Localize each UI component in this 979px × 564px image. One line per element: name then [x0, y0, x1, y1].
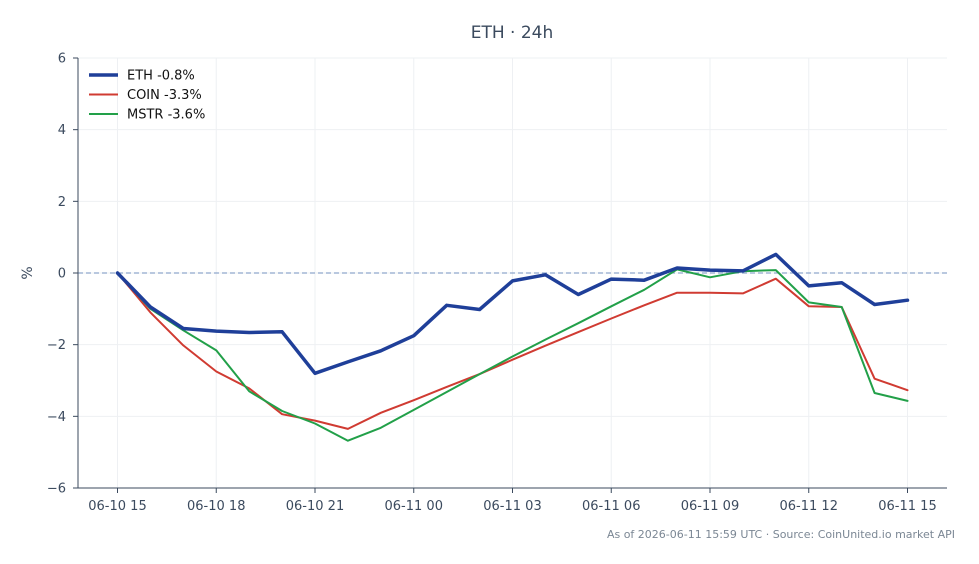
- x-tick-label: 06-11 06: [582, 499, 640, 514]
- y-tick-label: −4: [47, 410, 66, 425]
- legend: ETH -0.8% COIN -3.3% MSTR -3.6%: [89, 69, 205, 123]
- x-tick-label: 06-10 15: [88, 499, 146, 514]
- y-tick-label: 6: [58, 52, 66, 67]
- y-tick-label: 0: [58, 267, 66, 282]
- legend-label-mstr: MSTR -3.6%: [127, 108, 205, 123]
- x-tick-label: 06-11 09: [681, 499, 739, 514]
- axes: 6 4 2 0 −2 −4 −6 06-10 15 06-10 18 06-10 21 06-11 …: [47, 52, 947, 514]
- footer-source: As of 2026-06-11 15:59 UTC · Source: Coi…: [607, 528, 955, 541]
- x-tick-label: 06-11 00: [385, 499, 443, 514]
- x-tick-label: 06-11 12: [780, 499, 838, 514]
- series-line-mstr: [116, 268, 909, 442]
- y-axis-label: %: [20, 266, 36, 279]
- x-tick-label: 06-11 03: [483, 499, 541, 514]
- x-tick-label: 06-11 15: [878, 499, 936, 514]
- series-line-coin: [116, 272, 909, 430]
- y-tick-label: −6: [47, 482, 66, 497]
- x-tick-label: 06-10 18: [187, 499, 245, 514]
- chart-title: ETH · 24h: [471, 23, 554, 43]
- y-tick-label: 2: [58, 195, 66, 210]
- y-tick-label: 4: [58, 123, 66, 138]
- series-layer: [115, 252, 910, 442]
- legend-label-coin: COIN -3.3%: [127, 88, 202, 103]
- y-tick-label: −2: [47, 338, 66, 353]
- x-tick-label: 06-10 21: [286, 499, 344, 514]
- legend-label-eth: ETH -0.8%: [127, 69, 195, 84]
- series-line-eth: [115, 252, 910, 376]
